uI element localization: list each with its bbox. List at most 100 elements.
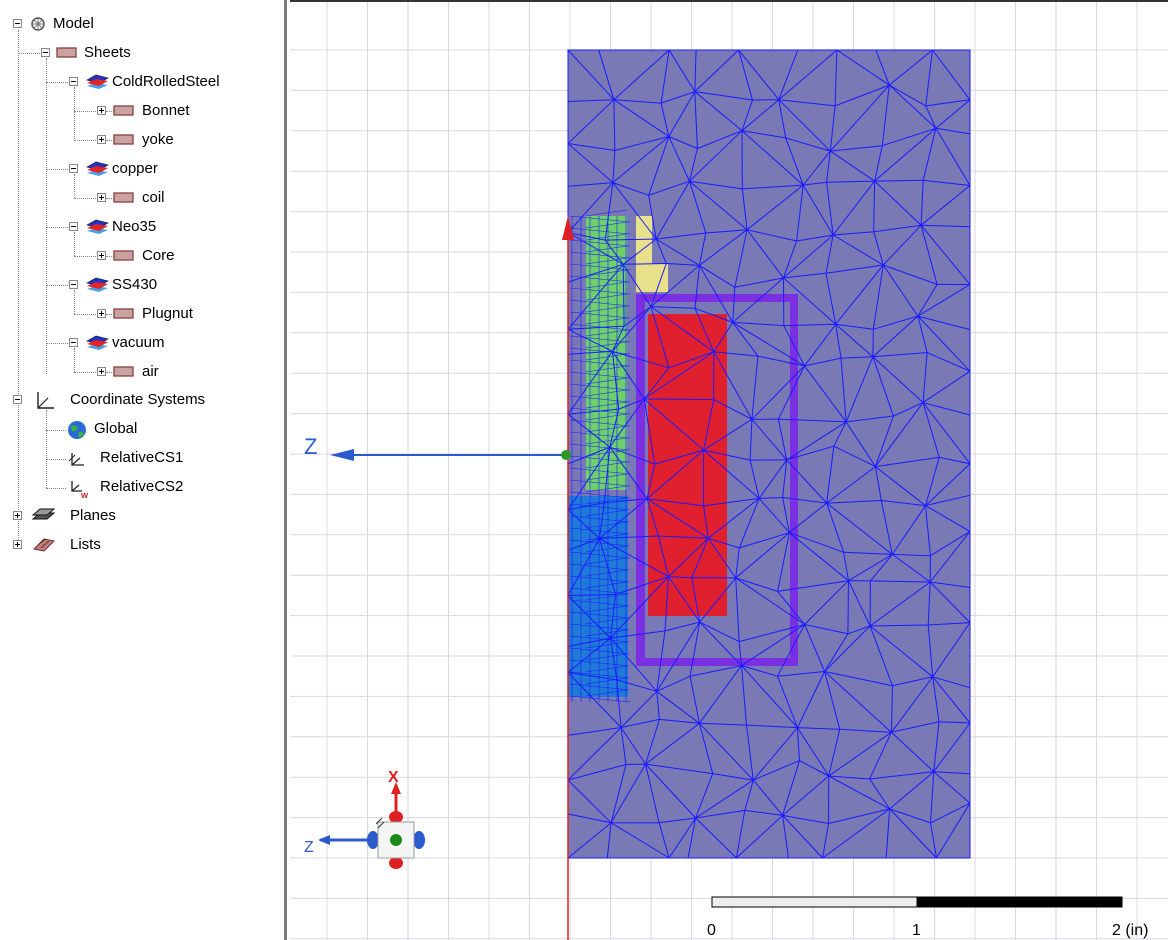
tree-item-object-plugnut[interactable]: Plugnut bbox=[142, 305, 193, 322]
tree-item-object-air[interactable]: air bbox=[142, 363, 159, 380]
scale-label-0: 0 bbox=[707, 922, 716, 939]
mesh-edge bbox=[832, 234, 884, 266]
mesh-edge bbox=[598, 502, 605, 539]
object-plugnut-expand[interactable] bbox=[97, 309, 106, 318]
mesh-edge bbox=[741, 188, 748, 230]
mesh-edge bbox=[703, 497, 760, 507]
mesh-edge bbox=[569, 323, 631, 331]
mesh-edge bbox=[569, 431, 631, 439]
viewport-canvas[interactable]: Z X Z 0 1 2 (in) bbox=[290, 2, 1168, 940]
material-coldrolledsteel-toggle[interactable] bbox=[69, 77, 78, 86]
coil-region bbox=[648, 314, 727, 616]
mesh-edge bbox=[569, 671, 631, 679]
modeler-viewport[interactable]: Z X Z 0 1 2 (in) bbox=[290, 0, 1168, 940]
mesh-edge bbox=[613, 99, 662, 104]
object-coil-expand[interactable] bbox=[97, 193, 106, 202]
mesh-edge bbox=[782, 814, 829, 824]
planes-expand[interactable] bbox=[13, 511, 22, 520]
orientation-triad[interactable]: X Z bbox=[304, 769, 425, 869]
mesh-edge bbox=[883, 264, 938, 285]
mesh-edge bbox=[881, 85, 890, 146]
mesh-edge bbox=[643, 398, 656, 465]
tree-item-material-vacuum[interactable]: vacuum bbox=[112, 334, 165, 351]
mesh-edge bbox=[736, 815, 783, 859]
mesh-edge bbox=[656, 232, 706, 240]
tree-item-object-core[interactable]: Core bbox=[142, 247, 175, 264]
mesh-edge bbox=[825, 234, 834, 274]
tree-item-planes[interactable]: Planes bbox=[70, 507, 116, 524]
mesh-edge bbox=[615, 576, 669, 595]
material-copper-toggle[interactable] bbox=[69, 164, 78, 173]
mesh-edge bbox=[889, 771, 935, 810]
mesh-edge bbox=[585, 209, 628, 217]
mesh-edge bbox=[799, 760, 829, 777]
material-neo35-toggle[interactable] bbox=[69, 222, 78, 231]
mesh-edge bbox=[735, 577, 740, 642]
mesh-edge bbox=[830, 150, 875, 182]
tree-item-lists[interactable]: Lists bbox=[70, 536, 101, 553]
scale-label-2: 2 (in) bbox=[1112, 922, 1148, 939]
mesh-edge bbox=[620, 690, 658, 728]
mesh-edge bbox=[870, 554, 893, 582]
mesh-edge bbox=[620, 727, 627, 765]
mesh-edge bbox=[739, 532, 790, 549]
material-vacuum-toggle[interactable] bbox=[69, 338, 78, 347]
mesh-edge bbox=[569, 275, 631, 283]
mesh-edge bbox=[925, 463, 971, 506]
mesh-edge bbox=[870, 580, 931, 583]
mesh-edge bbox=[569, 311, 631, 319]
mesh-edge bbox=[569, 479, 631, 487]
sheet-icon bbox=[113, 191, 135, 209]
mesh-edge bbox=[822, 808, 890, 859]
tree-item-material-coldrolledsteel[interactable]: ColdRolledSteel bbox=[112, 73, 220, 90]
mesh-edge bbox=[585, 389, 628, 397]
object-core-expand[interactable] bbox=[97, 251, 106, 260]
tree-item-material-neo35[interactable]: Neo35 bbox=[112, 218, 157, 235]
object-yoke-expand[interactable] bbox=[97, 135, 106, 144]
mesh-edge bbox=[738, 498, 760, 549]
coordinate-systems-toggle[interactable] bbox=[13, 395, 22, 404]
triad-y-arrow bbox=[375, 817, 385, 829]
tree-item-cs-relativecs2[interactable]: RelativeCS2 bbox=[100, 478, 184, 495]
mesh-edge bbox=[668, 576, 692, 579]
tree-item-cs-global[interactable]: Global bbox=[94, 420, 138, 437]
tree-item-object-coil[interactable]: coil bbox=[142, 189, 165, 206]
mesh-edge bbox=[654, 449, 704, 465]
tree-item-cs-relativecs1[interactable]: RelativeCS1 bbox=[100, 449, 184, 466]
mesh-edge bbox=[567, 538, 600, 551]
tree-item-coordinate-systems[interactable]: Coordinate Systems bbox=[70, 391, 206, 408]
mesh-edge bbox=[782, 815, 823, 859]
tree-item-material-ss430[interactable]: SS430 bbox=[112, 276, 158, 293]
object-air-expand[interactable] bbox=[97, 367, 106, 376]
sheets-collapse-toggle[interactable] bbox=[41, 48, 50, 57]
tree-item-model[interactable]: Model bbox=[53, 15, 94, 32]
mesh-edge bbox=[569, 623, 631, 631]
mesh-edge bbox=[567, 325, 625, 330]
mesh-edge bbox=[689, 180, 748, 231]
model-collapse-toggle[interactable] bbox=[13, 19, 22, 28]
air-region bbox=[568, 50, 970, 858]
lists-expand[interactable] bbox=[13, 540, 22, 549]
material-ss430-toggle[interactable] bbox=[69, 280, 78, 289]
mesh-edge bbox=[585, 353, 628, 361]
mesh-edge bbox=[929, 531, 971, 583]
mesh-edge bbox=[870, 624, 929, 627]
object-bonnet-expand[interactable] bbox=[97, 106, 106, 115]
mesh-edge bbox=[892, 676, 933, 687]
tree-item-object-bonnet[interactable]: Bonnet bbox=[142, 102, 190, 119]
mesh-edge bbox=[782, 459, 788, 498]
mesh-edge bbox=[585, 401, 628, 409]
mesh-edge bbox=[804, 323, 837, 367]
tree-item-sheets[interactable]: Sheets bbox=[84, 44, 131, 61]
tree-item-material-copper[interactable]: copper bbox=[112, 160, 158, 177]
triad-z-handle-left bbox=[367, 831, 379, 849]
mesh-edge bbox=[804, 365, 847, 423]
mesh-edge bbox=[569, 599, 631, 607]
mesh-edge bbox=[734, 277, 784, 288]
tree-item-object-yoke[interactable]: yoke bbox=[142, 131, 174, 148]
mesh-edge bbox=[869, 732, 892, 780]
mesh-edge bbox=[655, 238, 700, 266]
mesh-edge bbox=[643, 398, 704, 451]
mesh-edge bbox=[585, 653, 628, 661]
mesh-edge bbox=[585, 293, 628, 301]
